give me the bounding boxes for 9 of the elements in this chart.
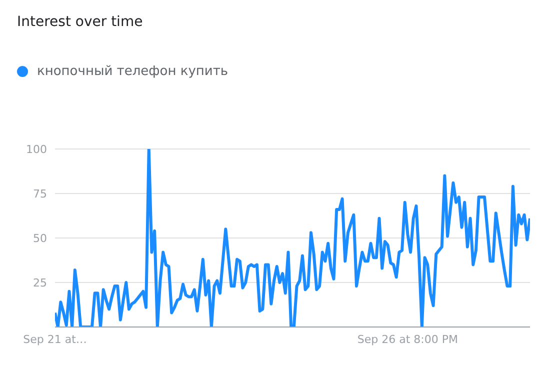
x-tick-label: Sep 21 at… [23,332,87,346]
line-series [55,149,530,327]
y-tick-label: 100 [26,142,47,156]
y-tick-label: 75 [33,187,47,200]
legend-label: кнопочный телефон купить [37,64,228,79]
y-tick-label: 25 [33,276,47,290]
chart-title: Interest over time [17,14,143,30]
x-tick-label: Sep 26 at 8:00 PM [357,332,458,346]
y-tick-label: 50 [33,232,47,245]
